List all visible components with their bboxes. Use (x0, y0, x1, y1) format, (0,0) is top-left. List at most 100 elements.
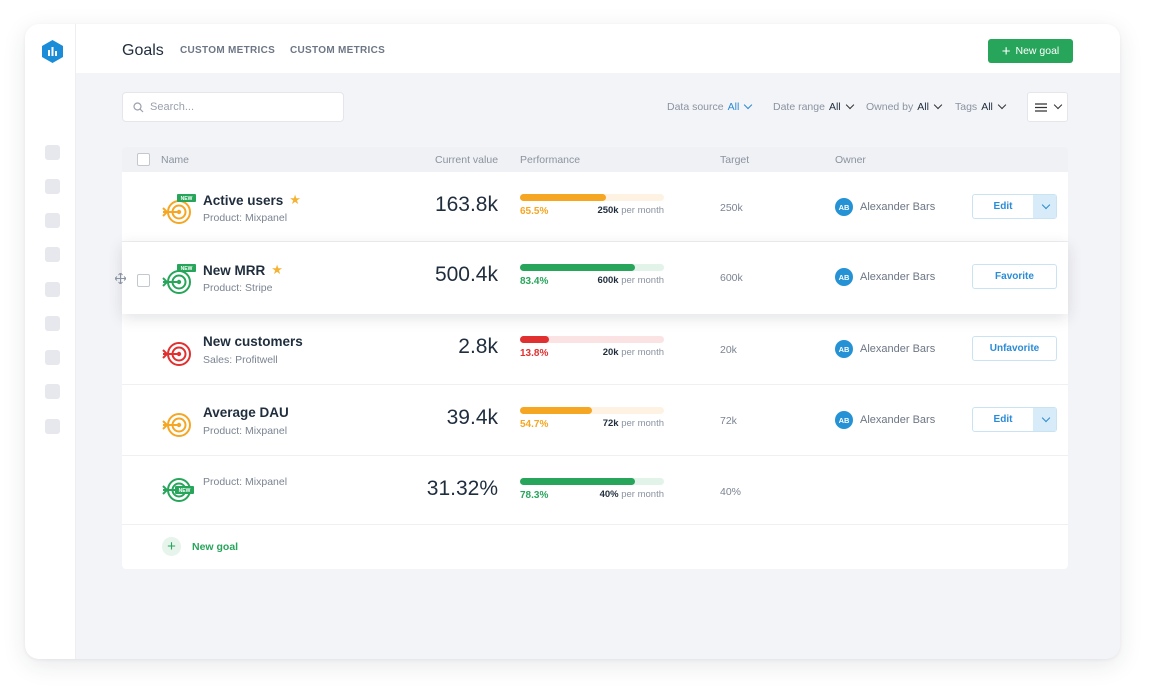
progress-percent: 54.7% (520, 419, 549, 430)
edit-button-group: Edit (972, 407, 1057, 432)
target-icon: NEW (162, 194, 196, 224)
progress-percent: 65.5% (520, 206, 549, 217)
performance-target: 40% per month (600, 489, 664, 500)
goal-source: Product: Mixpanel (203, 212, 288, 224)
edit-button[interactable]: Edit (993, 414, 1013, 425)
sidebar-item[interactable] (45, 145, 60, 160)
owner-name: Alexander Bars (860, 271, 936, 283)
filter-label: Owned by (866, 101, 914, 113)
sidebar-item[interactable] (45, 384, 60, 399)
new-goal-button[interactable]: + New goal (988, 39, 1073, 63)
performance-target: 250k per month (597, 205, 664, 216)
star-icon[interactable]: ★ (271, 262, 283, 277)
row-checkbox[interactable] (137, 274, 150, 287)
favorite-button[interactable]: Favorite (972, 264, 1057, 289)
filter-data-source[interactable]: Data source All (667, 100, 753, 113)
star-icon[interactable]: ★ (289, 192, 301, 207)
progress-percent: 78.3% (520, 490, 549, 501)
table-header: Name Current value Performance Target Ow… (122, 147, 1068, 172)
current-value: 31.32% (426, 477, 498, 500)
performance-target-value: 20k (602, 347, 619, 358)
view-options-button[interactable] (1027, 92, 1068, 122)
avatar: AB (835, 411, 853, 429)
select-all-checkbox[interactable] (137, 153, 150, 166)
sidebar-item[interactable] (45, 350, 60, 365)
more-actions-dropdown[interactable] (1033, 408, 1056, 431)
avatar: AB (835, 268, 853, 286)
performance-target-unit: per month (621, 489, 664, 500)
goals-table: Name Current value Performance Target Ow… (115, 147, 1068, 569)
progress-percent: 13.8% (520, 348, 549, 359)
sidebar-item[interactable] (45, 282, 60, 297)
progress-track (520, 478, 664, 485)
column-header-performance[interactable]: Performance (520, 154, 581, 166)
goal-name-text: New customers (203, 334, 303, 349)
goal-source: Product: Mixpanel (203, 476, 288, 488)
performance-target-value: 600k (597, 275, 619, 286)
unfavorite-button[interactable]: Unfavorite (972, 336, 1057, 361)
owner-name: Alexander Bars (860, 414, 936, 426)
chevron-down-icon (997, 100, 1007, 110)
filter-value: All (727, 101, 740, 113)
performance-target: 72k per month (603, 418, 664, 429)
table-row[interactable]: New customers Sales: Profitwell 2.8k 13.… (122, 314, 1068, 385)
search-box[interactable] (122, 92, 344, 122)
progress-fill (520, 264, 636, 271)
search-input[interactable] (150, 101, 320, 113)
list-view-icon (1034, 102, 1047, 112)
performance-target-unit: per month (621, 205, 664, 216)
goal-name[interactable]: New MRR ★ (203, 262, 283, 278)
nav-link-custom-metrics[interactable]: CUSTOM METRICS (180, 45, 276, 56)
more-actions-dropdown[interactable] (1033, 195, 1056, 218)
performance-target-value: 250k (597, 205, 619, 216)
owner: AB Alexander Bars (835, 268, 935, 286)
add-goal-row[interactable]: + New goal (122, 525, 1068, 569)
avatar: AB (835, 198, 853, 216)
goal-name[interactable]: Active users ★ (203, 192, 301, 208)
chevron-down-icon (1053, 100, 1062, 110)
filter-owned-by[interactable]: Owned by All (866, 100, 943, 113)
column-header-owner[interactable]: Owner (835, 154, 866, 166)
filter-label: Date range (773, 101, 825, 113)
table-row[interactable]: Average DAU Product: Mixpanel 39.4k 54.7… (122, 385, 1068, 456)
column-header-target[interactable]: Target (720, 154, 750, 166)
edit-button[interactable]: Edit (993, 201, 1013, 212)
sidebar-item[interactable] (45, 247, 60, 262)
logo-icon[interactable] (42, 40, 63, 63)
filter-date-range[interactable]: Date range All (773, 100, 854, 113)
target-icon: NEW (162, 264, 196, 294)
chevron-down-icon (845, 100, 854, 110)
nav-link-custom-metrics[interactable]: CUSTOM METRICS (290, 45, 386, 56)
drag-handle-icon[interactable] (115, 273, 126, 284)
sidebar-item[interactable] (45, 213, 60, 228)
new-goal-label: New goal (1015, 45, 1060, 57)
table-row[interactable]: NEW New MRR ★ Product: Stripe 500.4k 83.… (115, 242, 1068, 314)
progress-track (520, 264, 664, 271)
current-value: 2.8k (458, 335, 498, 358)
sidebar-item[interactable] (45, 179, 60, 194)
table-row[interactable]: NEW Active users ★ Product: Mixpanel 163… (122, 172, 1068, 242)
progress-fill (520, 407, 592, 414)
current-value: 163.8k (434, 193, 498, 216)
target-icon (162, 342, 191, 366)
edit-button-group: Edit (972, 194, 1057, 219)
goal-name[interactable]: Average DAU (203, 405, 289, 420)
performance-target-unit: per month (621, 275, 664, 286)
sidebar-item[interactable] (45, 419, 60, 434)
table-row[interactable]: NEW Product: Mixpanel 31.32% 78.3% 40% p… (122, 456, 1068, 525)
target-value: 250k (720, 202, 743, 214)
goal-source: Product: Stripe (203, 282, 273, 294)
performance-target-unit: per month (621, 418, 664, 429)
progress-fill (520, 194, 607, 201)
owner-name: Alexander Bars (860, 343, 936, 355)
column-header-current-value[interactable]: Current value (435, 154, 499, 166)
column-header-name[interactable]: Name (161, 154, 190, 166)
sidebar-item[interactable] (45, 316, 60, 331)
goal-name[interactable]: New customers (203, 334, 303, 349)
progress-track (520, 194, 664, 201)
unfavorite-button-label: Unfavorite (989, 343, 1040, 354)
chevron-down-icon (1041, 200, 1050, 209)
filter-value: All (981, 101, 993, 113)
owner: AB Alexander Bars (835, 198, 935, 216)
filter-tags[interactable]: Tags All (955, 100, 1007, 113)
